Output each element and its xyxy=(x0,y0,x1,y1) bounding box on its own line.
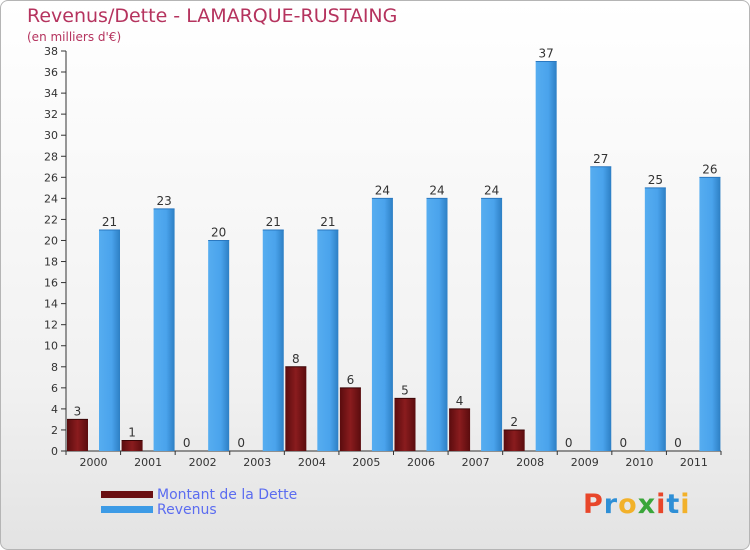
x-tick-label: 2008 xyxy=(516,456,544,469)
y-tick-label: 4 xyxy=(51,403,58,416)
logo-letter: i xyxy=(680,489,691,520)
legend-item-dette: Montant de la Dette xyxy=(101,486,298,503)
legend-swatch-revenus xyxy=(101,506,153,513)
logo-letter: r xyxy=(603,489,619,520)
dette-bar xyxy=(394,398,416,451)
chart-legend: Montant de la Dette Revenus xyxy=(101,486,298,518)
logo-letter: i xyxy=(656,489,667,520)
y-tick-label: 20 xyxy=(44,234,58,247)
chart-title: Revenus/Dette - LAMARQUE-RUSTAING xyxy=(27,5,398,27)
y-tick-label: 12 xyxy=(44,319,58,332)
y-tick-label: 16 xyxy=(44,277,58,290)
x-tick-label: 2004 xyxy=(298,456,326,469)
legend-item-revenus: Revenus xyxy=(101,501,297,518)
bar-value-label: 3 xyxy=(74,404,82,418)
bar-value-label: 37 xyxy=(539,47,554,61)
bar-value-label: 20 xyxy=(211,225,226,239)
y-tick-label: 14 xyxy=(44,298,58,311)
logo-letter: t xyxy=(666,489,681,520)
dette-bar xyxy=(285,366,307,451)
y-tick-label: 8 xyxy=(51,361,58,374)
x-tick-label: 2007 xyxy=(462,456,490,469)
logo-letter: P xyxy=(583,489,604,520)
bar-value-label: 2 xyxy=(510,415,518,429)
legend-label-revenus: Revenus xyxy=(157,501,217,518)
bar-value-label: 26 xyxy=(702,162,717,176)
bar-value-label: 24 xyxy=(429,183,444,197)
logo-letter: x xyxy=(637,489,657,520)
x-tick-label: 2003 xyxy=(243,456,271,469)
revenus-bar xyxy=(99,229,120,451)
revenus-bar xyxy=(262,229,284,451)
bar-value-label: 1 xyxy=(128,425,136,439)
bar-value-label: 0 xyxy=(565,436,573,450)
y-tick-label: 28 xyxy=(44,150,58,163)
revenus-bar xyxy=(590,166,612,451)
bar-value-label: 24 xyxy=(484,183,499,197)
x-tick-label: 2000 xyxy=(80,456,108,469)
y-tick-label: 22 xyxy=(44,213,58,226)
revenus-bar xyxy=(699,177,721,451)
bar-value-label: 27 xyxy=(593,152,608,166)
bar-value-label: 21 xyxy=(266,215,281,229)
x-tick-label: 2009 xyxy=(571,456,599,469)
y-tick-label: 34 xyxy=(44,87,58,100)
y-tick-label: 18 xyxy=(44,256,58,269)
y-tick-label: 26 xyxy=(44,171,58,184)
bar-value-label: 0 xyxy=(620,436,628,450)
x-tick-label: 2011 xyxy=(680,456,708,469)
proxiti-logo: Proxiti xyxy=(583,489,691,520)
revenus-bar xyxy=(535,61,557,452)
y-tick-label: 6 xyxy=(51,382,58,395)
bar-value-label: 0 xyxy=(237,436,245,450)
y-tick-label: 38 xyxy=(44,45,58,58)
chart-subtitle: (en milliers d'€) xyxy=(27,30,122,44)
revenus-bar xyxy=(426,198,448,451)
x-tick-label: 2001 xyxy=(134,456,162,469)
revenus-bar xyxy=(208,240,230,451)
bar-value-label: 4 xyxy=(456,394,464,408)
x-tick-label: 2006 xyxy=(407,456,435,469)
bar-value-label: 0 xyxy=(674,436,682,450)
y-tick-label: 32 xyxy=(44,108,58,121)
bar-value-label: 6 xyxy=(347,373,355,387)
revenus-bar xyxy=(481,198,503,451)
x-tick-label: 2010 xyxy=(625,456,653,469)
y-tick-label: 24 xyxy=(44,192,58,205)
bar-value-label: 8 xyxy=(292,352,300,366)
y-tick-label: 36 xyxy=(44,66,58,79)
revenus-bar xyxy=(644,187,666,451)
x-tick-label: 2005 xyxy=(352,456,380,469)
dette-bar xyxy=(67,419,88,451)
y-tick-label: 2 xyxy=(51,424,58,437)
bar-value-label: 24 xyxy=(375,183,390,197)
bar-value-label: 23 xyxy=(156,194,171,208)
dette-bar xyxy=(503,429,525,451)
revenus-bar xyxy=(317,229,339,451)
y-tick-label: 0 xyxy=(51,445,58,458)
bar-value-label: 25 xyxy=(648,173,663,187)
legend-label-dette: Montant de la Dette xyxy=(157,486,298,503)
bar-value-label: 5 xyxy=(401,383,409,397)
revenus-bar xyxy=(153,208,175,451)
dette-bar xyxy=(339,387,361,451)
y-tick-label: 30 xyxy=(44,129,58,142)
dette-bar xyxy=(449,408,471,451)
dette-bar xyxy=(121,440,143,451)
logo-letter: o xyxy=(618,489,638,520)
bar-value-label: 21 xyxy=(102,215,117,229)
bar-value-label: 21 xyxy=(320,215,335,229)
revenus-bar xyxy=(371,198,393,451)
bar-value-label: 0 xyxy=(183,436,191,450)
y-tick-label: 10 xyxy=(44,340,58,353)
legend-swatch-dette xyxy=(101,491,153,498)
x-tick-label: 2002 xyxy=(189,456,217,469)
